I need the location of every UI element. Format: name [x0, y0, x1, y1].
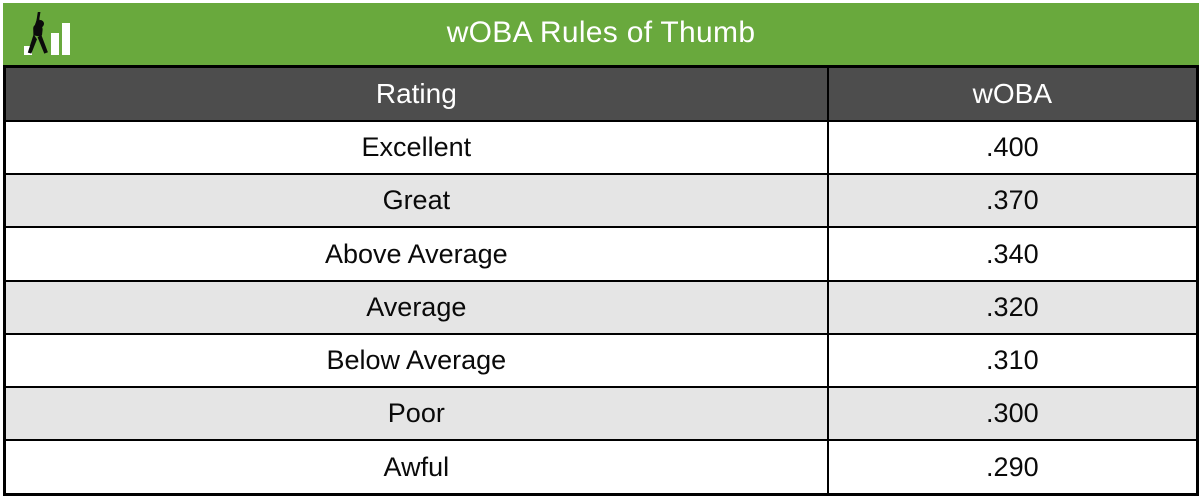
table-row: Poor .300 — [3, 386, 1199, 442]
woba-cell: .340 — [826, 226, 1199, 282]
woba-cell: .290 — [826, 439, 1199, 496]
table-row: Below Average .310 — [3, 332, 1199, 389]
woba-cell: .370 — [826, 173, 1199, 229]
rating-cell: Poor — [3, 386, 829, 442]
title-bar: wOBA Rules of Thumb — [3, 3, 1199, 65]
rating-cell: Average — [3, 279, 829, 335]
rating-cell: Awful — [3, 439, 829, 496]
woba-cell: .320 — [826, 279, 1199, 335]
rating-cell: Above Average — [3, 226, 829, 282]
table-row: Great .370 — [3, 173, 1199, 229]
woba-cell: .310 — [826, 332, 1199, 389]
woba-table: Rating wOBA Excellent .400 Great .370 Ab… — [3, 65, 1199, 496]
rating-cell: Excellent — [3, 119, 829, 176]
fangraphs-batter-chart-icon — [24, 12, 70, 55]
rating-cell: Great — [3, 173, 829, 229]
rating-cell: Below Average — [3, 332, 829, 389]
table-row: Awful .290 — [3, 439, 1199, 496]
table-header-row: Rating wOBA — [3, 65, 1199, 122]
woba-cell: .400 — [826, 119, 1199, 176]
table-row: Above Average .340 — [3, 226, 1199, 282]
column-header-rating: Rating — [3, 65, 829, 122]
column-header-woba: wOBA — [826, 65, 1199, 122]
table-row: Average .320 — [3, 279, 1199, 335]
page-title: wOBA Rules of Thumb — [446, 16, 756, 49]
woba-cell: .300 — [826, 386, 1199, 442]
table-row: Excellent .400 — [3, 119, 1199, 176]
